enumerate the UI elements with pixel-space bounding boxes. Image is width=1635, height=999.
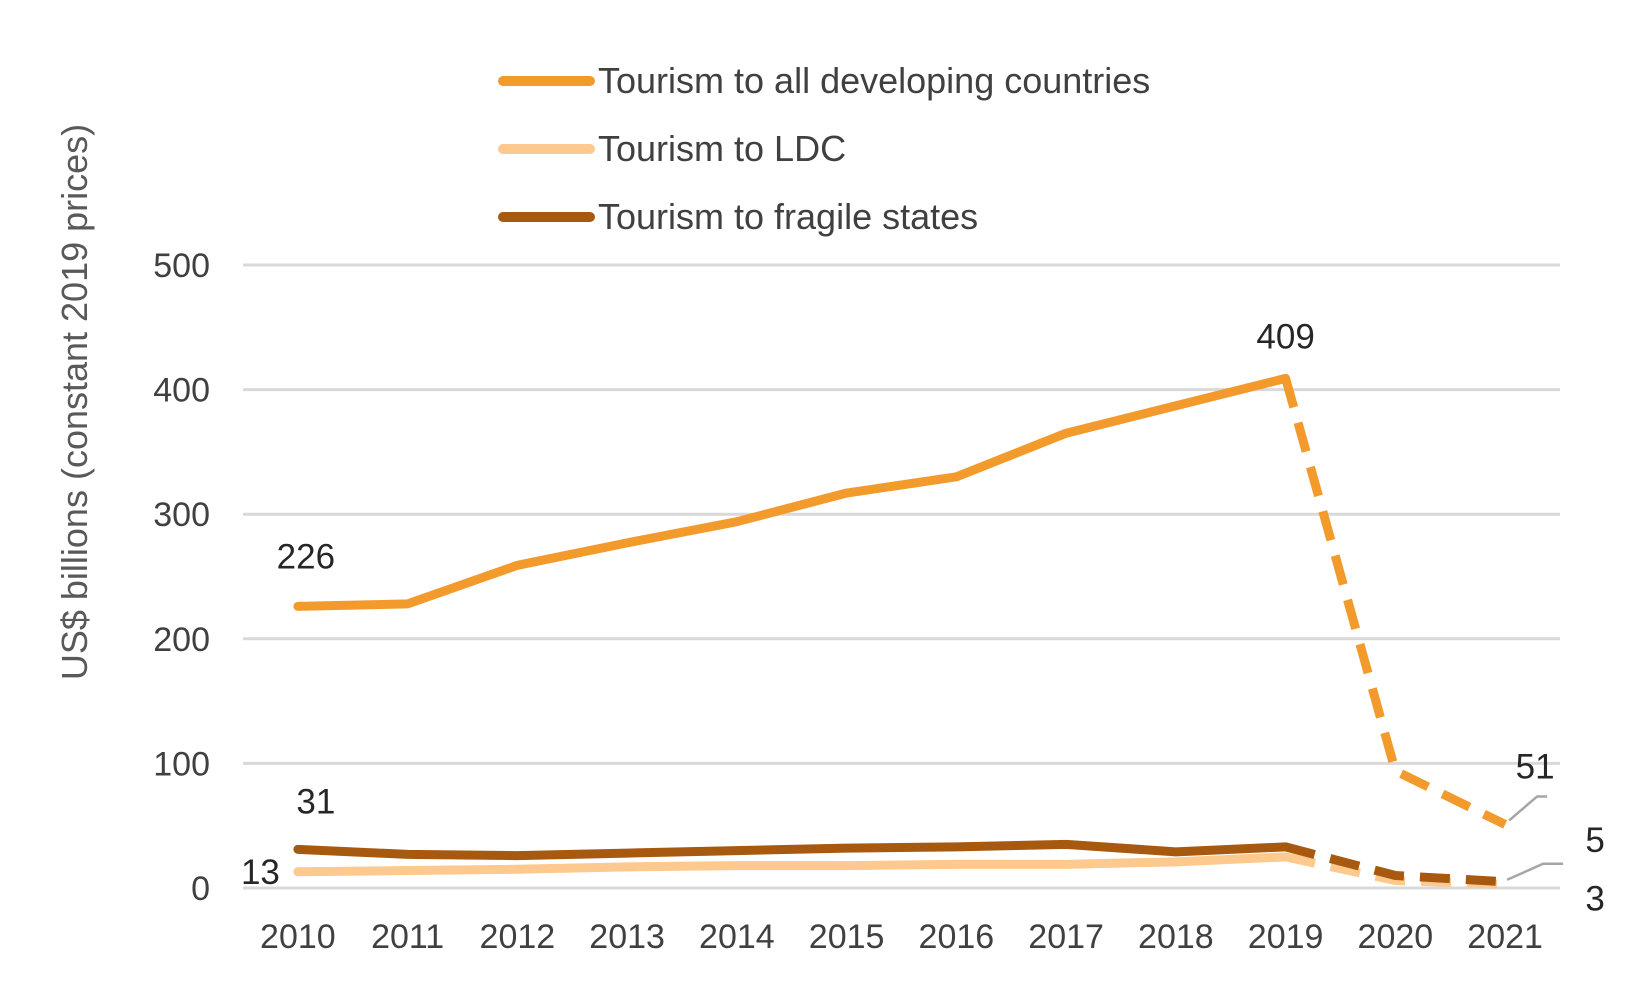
x-tick-label: 2010 [260,918,336,956]
leader-line [1508,795,1548,822]
leader-line [1506,862,1564,881]
series-lines [293,373,1508,889]
y-tick-label: 100 [153,745,210,783]
data-labels: 226 409 51 31 13 5 3 [241,317,1605,918]
x-tick-label: 2017 [1028,918,1104,956]
grid-lines [243,263,1560,890]
x-tick-label: 2012 [480,918,556,956]
series-line-dashed [1281,377,1508,829]
legend-label: Tourism to LDC [598,128,846,169]
x-tick-label: 2013 [589,918,665,956]
x-tick-label: 2021 [1467,918,1543,956]
y-tick-label: 200 [153,621,210,659]
data-label: 226 [277,537,335,576]
series-line-solid [293,373,1291,611]
legend-label: Tourism to fragile states [598,196,978,237]
legend: Tourism to all developing countries Touri… [498,60,1150,237]
x-tick-label: 2016 [919,918,995,956]
y-tick-label: 500 [153,247,210,285]
y-axis-label: US$ billions (constant 2019 prices) [54,124,95,680]
series-line-dashed [1284,842,1506,887]
y-tick-label: 400 [153,372,210,410]
data-label: 409 [1256,317,1314,356]
data-label: 5 [1585,821,1604,860]
x-tick-label: 2014 [699,918,775,956]
x-tick-label: 2015 [809,918,885,956]
x-tick-label: 2019 [1248,918,1324,956]
data-label: 51 [1516,747,1555,786]
y-tick-label: 0 [191,870,210,908]
series-line-solid [293,839,1291,861]
series-line-solid [293,852,1291,877]
x-tick-label: 2018 [1138,918,1214,956]
data-label: 31 [296,782,335,821]
x-tick-label: 2020 [1358,918,1434,956]
y-axis-ticks: 0 100 200 300 400 500 [153,247,210,908]
data-label: 3 [1585,879,1604,918]
legend-label: Tourism to all developing countries [598,60,1150,101]
data-label: 13 [241,853,280,892]
y-tick-label: 300 [153,496,210,534]
x-axis-ticks: 2010 2011 2012 2013 2014 2015 2016 2017 2018 2019… [260,918,1543,956]
x-tick-label: 2011 [371,918,444,956]
